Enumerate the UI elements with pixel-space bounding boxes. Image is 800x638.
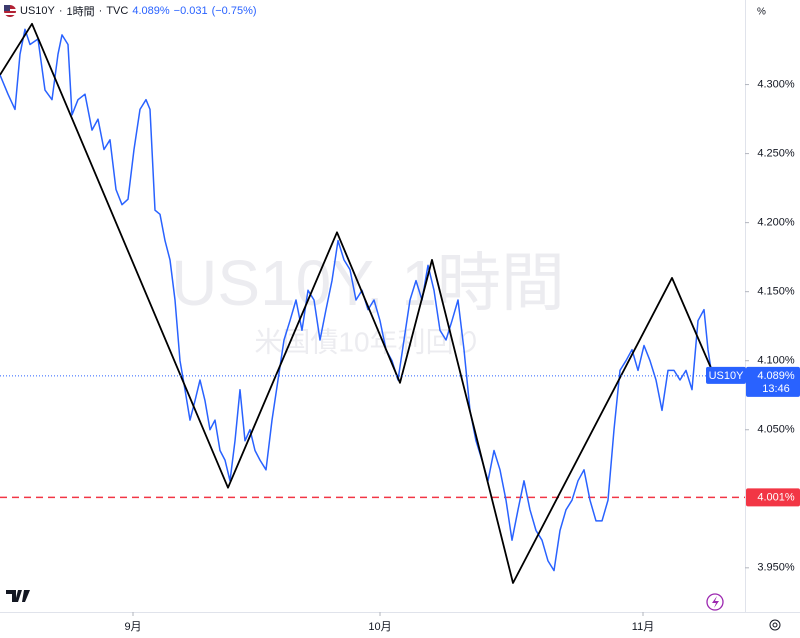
alert-icon[interactable] [706, 593, 724, 611]
y-tick-label: 4.050% [757, 424, 795, 436]
settings-button[interactable] [769, 619, 781, 631]
y-tick-label: 4.150% [757, 286, 795, 298]
price-label-countdown: 13:46 [762, 383, 790, 395]
y-tick-label: 3.950% [757, 562, 795, 574]
change: −0.031 [173, 5, 208, 17]
watermark-subtitle: 米国債10年利回り [254, 326, 481, 357]
y-tick-label: 4.300% [757, 78, 795, 90]
legend-header: US10Y · 1時間 · TVC 4.089% −0.031 (−0.75%) [4, 3, 257, 19]
tv-logo [6, 590, 30, 602]
interval[interactable]: 1時間 [66, 6, 95, 18]
symbol-tag-label: US10Y [709, 370, 745, 382]
y-tick-label: 4.200% [757, 217, 795, 229]
hline-label-box [746, 488, 800, 507]
y-tick-label: 4.250% [757, 148, 795, 160]
hline-label: 4.001% [757, 491, 795, 503]
symbol-tag [706, 366, 746, 384]
change-percent: (−0.75%) [211, 5, 257, 17]
line-series [0, 28, 713, 572]
y-tick-label: 4.100% [757, 355, 795, 367]
separator: · [98, 5, 103, 17]
x-tick-label: 10月 [368, 621, 391, 633]
unit-label: % [757, 7, 766, 18]
price: 4.089% [132, 5, 170, 17]
line-series [0, 22, 713, 584]
separator: · [58, 5, 63, 17]
price-label-value: 4.089% [757, 370, 795, 382]
flag-icon [4, 5, 16, 17]
x-tick-label: 11月 [632, 621, 654, 633]
symbol[interactable]: US10Y [20, 5, 55, 17]
source: TVC [106, 5, 129, 17]
x-tick-label: 9月 [124, 621, 141, 633]
price-label [746, 366, 800, 397]
